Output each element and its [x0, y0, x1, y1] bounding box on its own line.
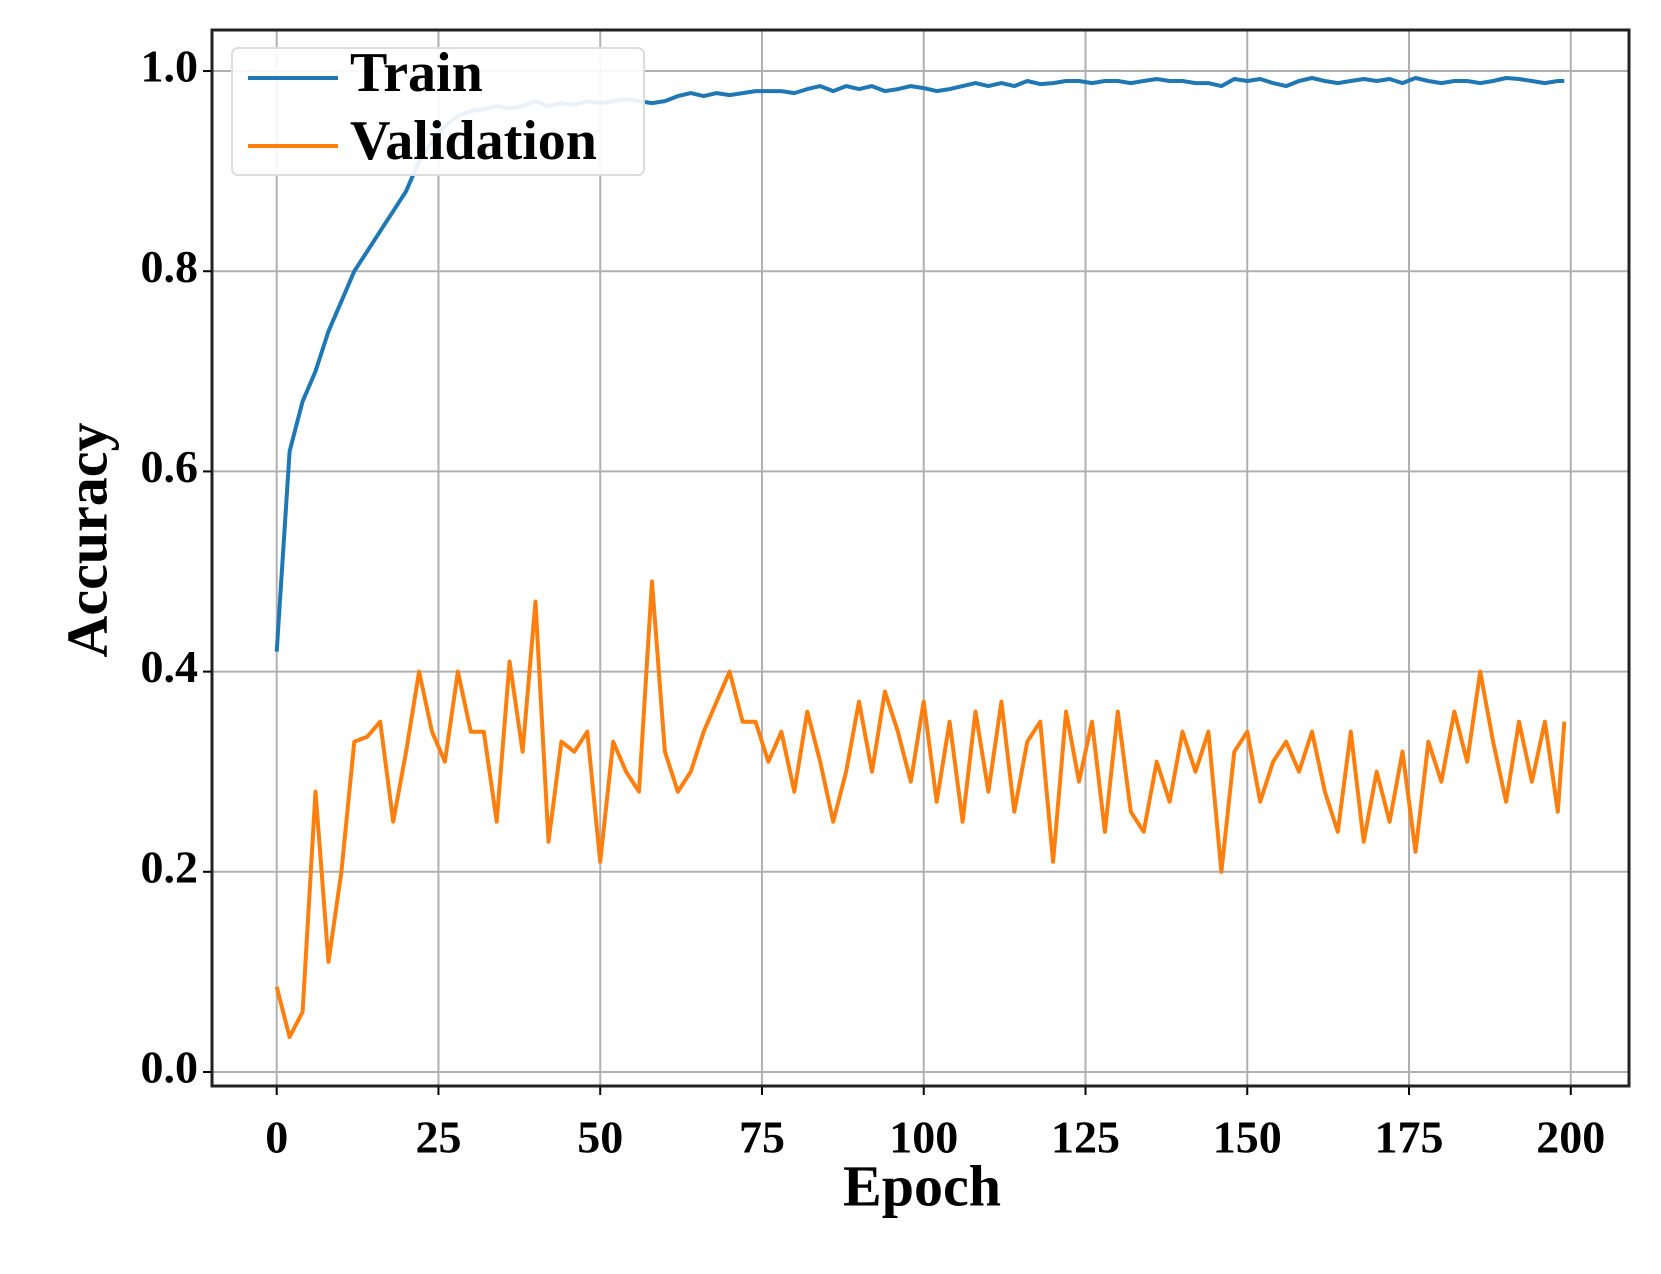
legend-label: Validation [350, 110, 597, 172]
y-tick-label: 0.8 [141, 241, 199, 292]
x-tick-label: 0 [265, 1112, 288, 1163]
y-tick-label: 1.0 [141, 41, 199, 92]
x-tick-label: 25 [415, 1112, 461, 1163]
x-tick-label: 100 [889, 1112, 958, 1163]
x-tick-label: 50 [577, 1112, 623, 1163]
y-tick-label: 0.4 [141, 641, 199, 692]
y-tick-label: 0.0 [141, 1042, 199, 1093]
legend-label: Train [350, 42, 483, 104]
x-tick-label: 150 [1213, 1112, 1282, 1163]
y-tick-label: 0.2 [141, 841, 199, 892]
x-tick-label: 200 [1536, 1112, 1605, 1163]
x-tick-label: 75 [739, 1112, 785, 1163]
y-axis-label: Accuracy [54, 422, 119, 657]
plot-frame [210, 28, 1631, 1088]
x-axis-label: Epoch [843, 1153, 1001, 1218]
x-tick-label: 175 [1375, 1112, 1444, 1163]
y-tick-label: 0.6 [141, 441, 199, 492]
x-tick-label: 125 [1051, 1112, 1120, 1163]
series-line [274, 579, 1567, 1039]
